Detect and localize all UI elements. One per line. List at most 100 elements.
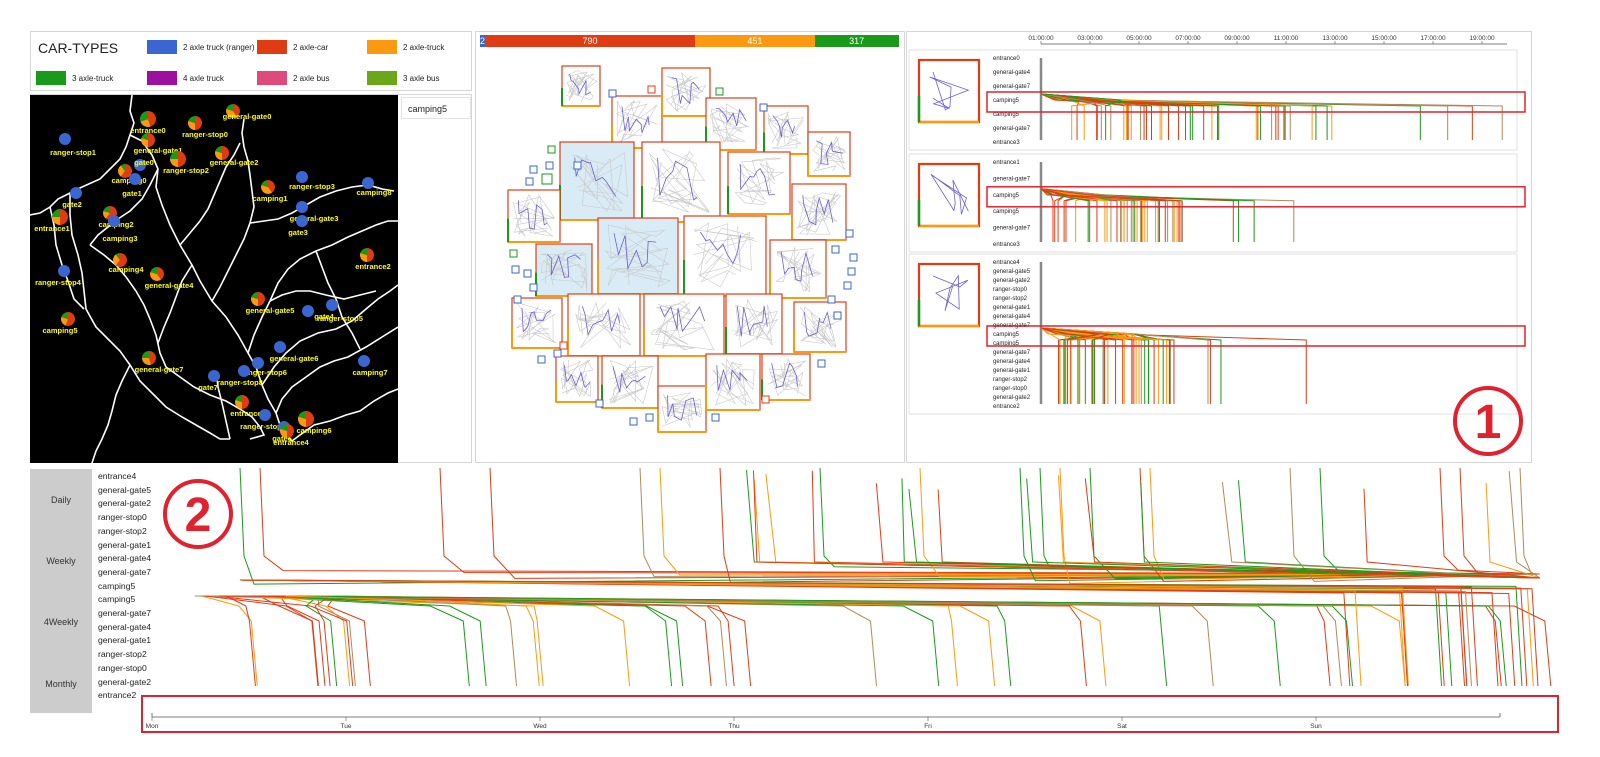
trajectory-cluster-grid[interactable] [476,50,904,460]
granularity-option[interactable]: 4Weekly [43,617,79,627]
ranger-stop-marker[interactable] [326,299,338,311]
timeline-trajectory [1040,188,1180,242]
small-cluster-marker[interactable] [559,341,568,350]
small-cluster-marker[interactable] [843,281,852,290]
small-cluster-marker[interactable] [845,229,854,238]
cell-map-trace [799,306,841,348]
small-cluster-marker[interactable] [529,165,538,174]
ranger-stop-marker[interactable] [134,159,146,171]
cluster-cell[interactable] [643,293,725,357]
small-cluster-marker[interactable] [761,395,770,404]
ranger-stop-marker[interactable] [108,215,120,227]
small-cluster-marker[interactable] [608,89,617,98]
small-cluster-marker[interactable] [711,413,720,422]
timeline-group[interactable] [908,253,1518,415]
car-type-count[interactable]: 790 [485,35,695,47]
ranger-stop-marker[interactable] [238,365,250,377]
ranger-stop-marker[interactable] [252,357,264,369]
small-cluster-marker[interactable] [513,295,522,304]
cell-route [816,140,843,165]
cluster-cell[interactable] [761,353,811,401]
legend-item[interactable]: 2 axle truck (ranger) [147,40,255,54]
timeline-group[interactable] [908,49,1518,151]
weekly-trajectory [239,579,1539,687]
pie-slice [150,267,157,274]
small-cluster-marker[interactable] [529,283,538,292]
map-location-label: camping6 [296,426,331,435]
timeline-stop-label: entrance3 [993,140,1020,146]
group-thumbnail[interactable] [918,59,980,123]
small-cluster-marker[interactable] [817,359,826,368]
small-cluster-marker[interactable] [847,267,856,276]
small-cluster-marker[interactable] [715,87,724,96]
legend-item[interactable]: 3 axle bus [367,71,439,85]
pie-slice [188,120,195,130]
ranger-stop-marker[interactable] [70,187,82,199]
small-cluster-marker[interactable] [759,103,768,112]
legend-item[interactable]: 2 axle bus [257,71,329,85]
cluster-cell[interactable] [561,65,601,107]
legend-item[interactable]: 2 axle-car [257,40,328,54]
map-location-label: entrance3 [230,409,265,418]
park-map[interactable]: entrance0 ranger-stop0 general-gate0 ranger… [30,95,398,463]
small-cluster-marker[interactable] [509,249,518,258]
cluster-cell[interactable] [683,215,767,297]
granularity-option[interactable]: Monthly [45,679,77,689]
granularity-option[interactable]: Daily [50,495,71,505]
cluster-cell[interactable] [807,131,851,177]
stop-timeline-view[interactable]: 01:00:00 03:00:00 05:00:00 07:00:00 09:00:00… [907,32,1531,462]
ranger-stop-marker[interactable] [296,171,308,183]
weekly-trajectory [329,595,540,687]
small-cluster-marker[interactable] [827,295,836,304]
cluster-cell[interactable] [535,243,593,297]
small-cluster-marker[interactable] [647,85,656,94]
small-cluster-marker[interactable] [573,161,582,170]
car-type-count[interactable]: 451 [695,35,815,47]
small-cluster-marker[interactable] [511,265,520,274]
granularity-selector: Daily Weekly 4Weekly Monthly [30,469,92,713]
map-location-label: ranger-stop1 [50,148,96,157]
ranger-stop-marker[interactable] [362,177,374,189]
small-cluster-marker[interactable] [833,311,842,320]
ranger-stop-marker[interactable] [59,133,71,145]
small-cluster-marker[interactable] [545,161,554,170]
cluster-cell[interactable] [555,355,599,403]
ranger-stop-marker[interactable] [274,341,286,353]
granularity-option[interactable]: Weekly [46,556,76,566]
legend-item[interactable]: 2 axle-truck [367,40,444,54]
small-cluster-marker[interactable] [849,253,858,262]
ranger-stop-marker[interactable] [129,173,141,185]
cell-route [521,307,552,333]
weekly-trajectory-view[interactable]: Mon Tue Wed Thu Fri Sat Sun [140,466,1600,736]
small-cluster-marker[interactable] [541,173,553,185]
timeline-group[interactable] [908,153,1518,253]
ranger-stop-marker[interactable] [296,201,308,213]
small-cluster-marker[interactable] [537,355,546,364]
cluster-cell[interactable] [611,95,663,149]
small-cluster-marker[interactable] [645,413,654,422]
weekly-trajectory [719,467,1491,583]
weekly-trajectory [298,595,735,687]
ranger-stop-marker[interactable] [302,305,314,317]
group-thumbnail[interactable] [918,163,980,227]
small-cluster-marker[interactable] [831,245,840,254]
ranger-stop-marker[interactable] [296,215,308,227]
small-cluster-marker[interactable] [629,417,638,426]
small-cluster-marker[interactable] [595,399,604,408]
group-thumbnail[interactable] [918,263,980,327]
small-cluster-marker[interactable] [547,145,556,154]
legend-item[interactable]: 4 axle truck [147,71,224,85]
car-type-count[interactable]: 317 [814,35,899,47]
ranger-stop-marker[interactable] [208,370,220,382]
weekly-trajectory [1508,471,1541,579]
cluster-cell[interactable] [511,297,563,349]
small-cluster-marker[interactable] [553,349,562,358]
small-cluster-marker[interactable] [525,177,534,186]
small-cluster-marker[interactable] [523,269,532,278]
pie-slice [215,150,222,160]
road [157,264,193,344]
legend-item[interactable]: 3 axle-truck [36,71,113,85]
ranger-stop-marker[interactable] [259,409,271,421]
ranger-stop-marker[interactable] [358,355,370,367]
ranger-stop-marker[interactable] [58,265,70,277]
